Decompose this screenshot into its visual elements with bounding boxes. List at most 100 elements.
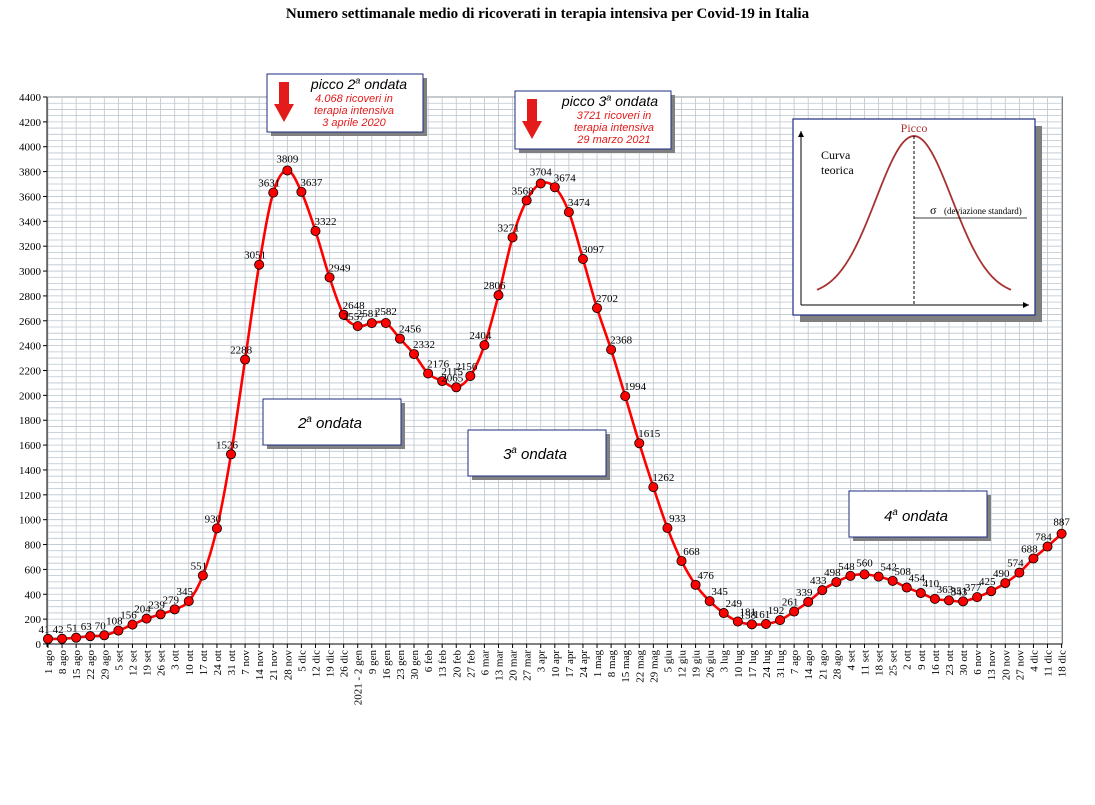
peak-2-detail: terapia intensiva: [314, 105, 394, 117]
value-label: 2404: [469, 330, 492, 342]
data-point: [183, 596, 194, 607]
data-point: [394, 333, 405, 344]
value-label: 3637: [300, 177, 323, 189]
data-point: [958, 596, 969, 607]
down-arrow-head-icon: [274, 104, 294, 122]
data-point: [986, 586, 997, 597]
data-point: [789, 606, 800, 617]
data-point: [211, 523, 222, 534]
x-tick-label: 14 ago: [803, 650, 815, 680]
value-label: 2176: [427, 358, 450, 370]
data-point: [634, 438, 645, 449]
x-tick-label: 12 dic: [310, 650, 322, 677]
data-point: [465, 370, 476, 381]
x-tick-label: 28 ago: [831, 650, 843, 680]
y-tick-label: 3000: [19, 266, 42, 278]
data-point: [423, 368, 434, 379]
value-label: 108: [106, 616, 123, 628]
value-label: 1994: [624, 381, 647, 393]
data-point: [1056, 528, 1067, 539]
y-tick-label: 1000: [19, 515, 42, 527]
value-label: 548: [838, 561, 855, 573]
x-tick-label: 5 dic: [296, 650, 308, 672]
wave-3-label-box: 3a ondata: [467, 429, 610, 480]
x-tick-label: 9 ott: [916, 650, 928, 670]
data-point: [310, 226, 321, 237]
value-label: 41: [39, 624, 50, 636]
data-point: [817, 585, 828, 596]
x-tick-label: 24 apr: [578, 650, 590, 678]
y-tick-label: 0: [36, 639, 42, 651]
x-tick-label: 15 mag: [620, 650, 632, 683]
x-tick-label: 23 ott: [944, 650, 956, 675]
value-label: 3271: [498, 222, 520, 234]
x-tick-label: 20 nov: [1000, 650, 1012, 681]
x-tick-label: 17 apr: [564, 650, 576, 678]
data-point: [563, 207, 574, 218]
value-label: 279: [162, 594, 179, 606]
x-tick-label: 17 ott: [198, 650, 210, 675]
data-point: [606, 344, 617, 355]
value-label: 2648: [343, 300, 366, 312]
x-tick-label: 30 gen: [409, 650, 421, 680]
value-label: 3674: [554, 172, 577, 184]
value-label: 2806: [483, 280, 506, 292]
value-label: 476: [697, 570, 714, 582]
value-label: 454: [908, 573, 925, 585]
value-label: 508: [894, 566, 911, 578]
data-point: [929, 593, 940, 604]
value-label: 42: [53, 624, 64, 636]
peak-2-heading: picco 2a ondata: [310, 75, 407, 92]
value-label: 2288: [230, 345, 253, 357]
peak-3-heading: picco 3a ondata: [561, 92, 658, 109]
x-tick-label: 27 feb: [465, 650, 477, 678]
y-tick-label: 3800: [19, 167, 42, 179]
value-label: 542: [880, 562, 897, 574]
value-label: 3704: [530, 167, 553, 179]
wave-3-label: 3a ondata: [503, 445, 567, 463]
data-point: [662, 523, 673, 534]
value-label: 3051: [244, 250, 266, 262]
x-tick-label: 31 ott: [226, 650, 238, 675]
x-tick-label: 12 giu: [676, 650, 688, 678]
peak-2-detail: 4.068 ricoveri in: [315, 93, 393, 105]
data-point: [648, 482, 659, 493]
data-point: [859, 569, 870, 580]
value-label: 2949: [329, 262, 352, 274]
x-tick-label: 25 set: [888, 650, 900, 676]
value-label: 3631: [258, 178, 280, 190]
y-tick-label: 800: [25, 540, 42, 552]
data-point: [746, 619, 757, 630]
value-label: 2456: [399, 324, 422, 336]
x-axis-ticks: 1 ago 8 ago 15 ago 22 ago 29 ago 5 set 12 set 1…: [43, 643, 1069, 705]
data-point: [268, 187, 279, 198]
value-label: 3809: [276, 153, 299, 165]
y-tick-label: 1400: [19, 465, 42, 477]
x-tick-label: 24 ott: [212, 650, 224, 675]
x-tick-label: 12 set: [127, 650, 139, 676]
value-label: 343: [951, 586, 968, 598]
value-label: 498: [824, 567, 841, 579]
data-point: [409, 349, 420, 360]
value-label: 433: [810, 575, 827, 587]
value-label: 345: [177, 586, 194, 598]
x-tick-label: 5 set: [113, 650, 125, 670]
value-label: 1526: [216, 439, 239, 451]
inset-curve-label: Curva: [821, 148, 851, 162]
data-point: [535, 178, 546, 189]
data-point: [760, 618, 771, 629]
y-tick-label: 400: [25, 589, 42, 601]
data-point: [352, 321, 363, 332]
value-label: 930: [205, 513, 222, 525]
x-tick-label: 18 set: [874, 650, 886, 676]
data-point: [240, 354, 251, 365]
x-tick-label: 6 nov: [972, 650, 984, 675]
data-point: [972, 592, 983, 603]
data-point: [549, 182, 560, 193]
x-tick-label: 21 ago: [817, 650, 829, 680]
data-point: [254, 259, 265, 270]
y-axis-ticks: 0 200 400 600 800 1000 1200 1400 1600 1800 2000 220…: [19, 92, 48, 651]
value-label: 158: [740, 609, 757, 621]
